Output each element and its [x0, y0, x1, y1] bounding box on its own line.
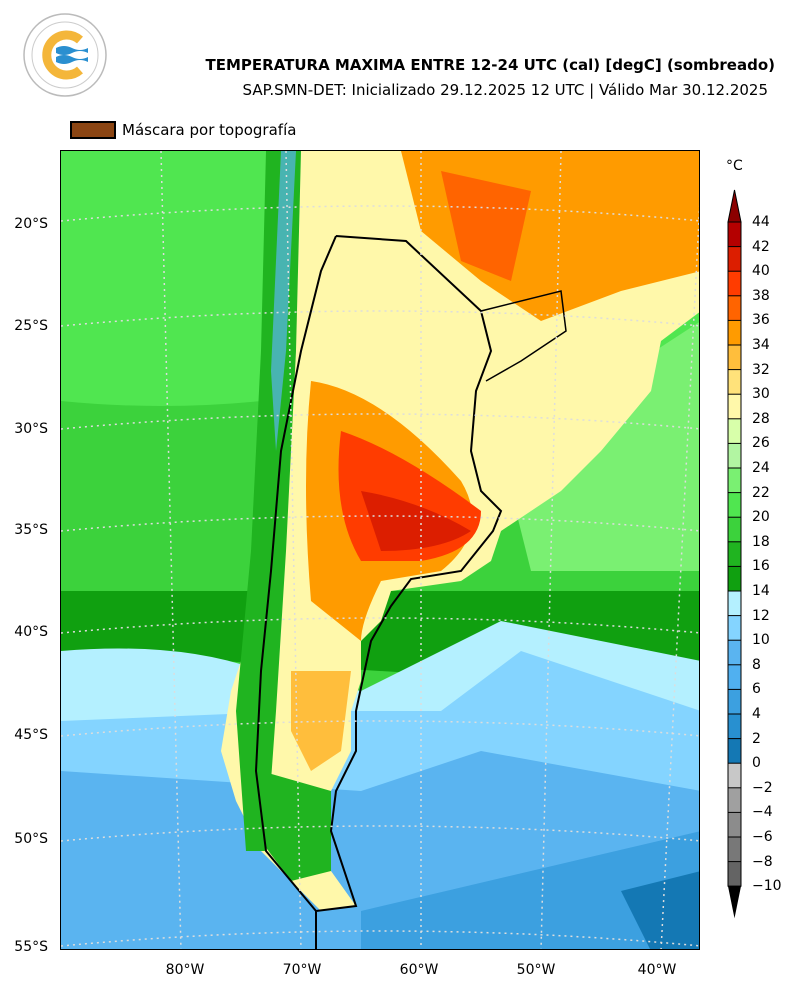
colorbar-bin: [728, 541, 741, 567]
colorbar-tick-label: 14: [752, 583, 770, 599]
colorbar-bin: [728, 517, 741, 542]
legend-label: Máscara por topografía: [122, 121, 297, 139]
colorbar-bin: [728, 714, 741, 739]
colorbar-tick-label: −10: [752, 878, 782, 895]
colorbar-bin: [728, 837, 741, 862]
colorbar-bin: [728, 738, 741, 764]
colorbar-tick-label: 38: [752, 287, 770, 304]
colorbar-bin: [728, 443, 741, 468]
colorbar-tick-label: 12: [752, 607, 770, 624]
colorbar-bin: [728, 271, 741, 296]
colorbar-bin: [728, 689, 741, 714]
colorbar-tick-label: 16: [752, 558, 770, 575]
colorbar-tick-label: 42: [752, 238, 770, 255]
lat-label: 20°S: [14, 216, 48, 232]
colorbar-tick-label: 6: [752, 681, 761, 698]
colorbar-bin: [728, 861, 741, 887]
colorbar-tick-label: 0: [752, 755, 761, 772]
topography-mask-legend: Máscara por topografía: [70, 121, 296, 139]
colorbar-tick-label: 8: [752, 656, 761, 673]
lon-label: 70°W: [282, 962, 322, 978]
colorbar-tick-label: −6: [752, 829, 773, 845]
colorbar-tick-label: 20: [752, 509, 770, 526]
lat-label: 45°S: [14, 727, 48, 743]
colorbar-bin: [728, 812, 741, 837]
lat-label: 50°S: [14, 831, 48, 847]
colorbar-bin: [728, 394, 741, 419]
colorbar-tick-label: 26: [752, 435, 770, 452]
colorbar-bin: [728, 320, 741, 345]
lat-label: 25°S: [14, 318, 48, 334]
temperature-map: [60, 150, 700, 950]
lat-label: 40°S: [14, 624, 48, 640]
smn-logo: [22, 12, 108, 102]
colorbar-tick-label: −4: [752, 804, 773, 821]
colorbar-tick-label: 44: [752, 214, 770, 230]
colorbar-tick-label: 40: [752, 263, 770, 280]
colorbar-tick-label: 28: [752, 410, 770, 427]
colorbar-tick-label: 10: [752, 632, 770, 649]
colorbar-bin: [728, 418, 741, 444]
colorbar-bin: [728, 640, 741, 665]
colorbar-bin: [728, 468, 741, 493]
lat-label: 30°S: [14, 421, 48, 437]
lon-label: 80°W: [165, 962, 205, 978]
colorbar-tick-label: 34: [752, 337, 770, 353]
colorbar-tick-label: 18: [752, 533, 770, 550]
colorbar-extend-bottom: [728, 886, 741, 919]
colorbar: [727, 189, 742, 919]
legend-swatch: [70, 121, 116, 139]
colorbar-tick-label: 30: [752, 386, 770, 403]
lon-label: 50°W: [516, 962, 556, 978]
colorbar-bin: [728, 295, 741, 321]
colorbar-tick-label: 4: [752, 706, 761, 722]
colorbar-unit: °C: [726, 158, 743, 174]
colorbar-bin: [728, 664, 741, 690]
colorbar-bin: [728, 591, 741, 616]
colorbar-tick-label: 32: [752, 361, 770, 378]
colorbar-bin: [728, 369, 741, 395]
colorbar-tick-label: 22: [752, 484, 770, 501]
lat-label: 55°S: [14, 939, 48, 955]
map-title: TEMPERATURA MAXIMA ENTRE 12-24 UTC (cal)…: [205, 56, 776, 74]
colorbar-bin: [728, 787, 741, 813]
lon-label: 60°W: [399, 962, 439, 978]
colorbar-tick-label: 2: [752, 730, 761, 747]
colorbar-bin: [728, 566, 741, 591]
colorbar-tick-label: −2: [752, 779, 773, 796]
map-subtitle: SAP.SMN-DET: Inicializado 29.12.2025 12 …: [242, 81, 768, 99]
colorbar-extend-top: [727, 189, 742, 223]
colorbar-tick-label: 24: [752, 460, 770, 476]
colorbar-tick-label: −8: [752, 853, 773, 870]
colorbar-bin: [728, 246, 741, 272]
colorbar-tick-label: 36: [752, 312, 770, 329]
colorbar-bin: [728, 763, 741, 788]
lat-label: 35°S: [14, 522, 48, 538]
colorbar-bin: [728, 222, 741, 247]
colorbar-bin: [728, 492, 741, 518]
colorbar-bin: [728, 615, 741, 641]
colorbar-bin: [728, 345, 741, 370]
lon-label: 40°W: [637, 962, 677, 978]
